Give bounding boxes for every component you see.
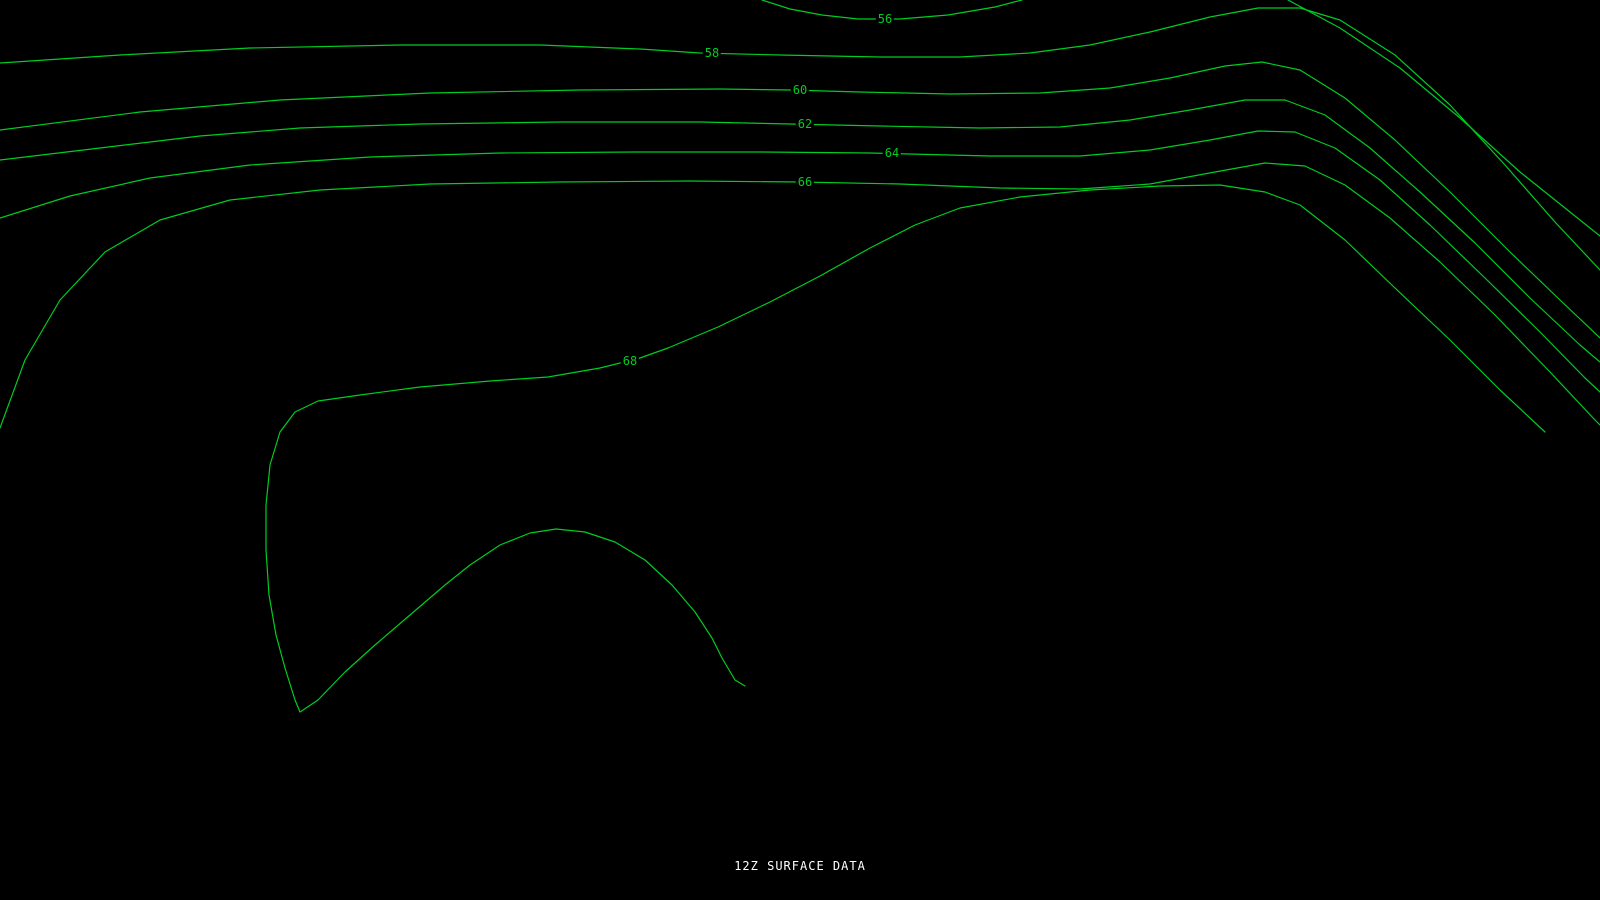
contour-label-58: 58 xyxy=(702,46,722,60)
contour-line-56-2 xyxy=(1287,0,1600,237)
contour-line-60 xyxy=(0,61,1600,339)
contour-line-58 xyxy=(0,7,1600,271)
contour-label-64: 64 xyxy=(882,146,902,160)
contour-label-60: 60 xyxy=(790,83,810,97)
contour-line-68 xyxy=(265,184,1546,713)
contour-label-62: 62 xyxy=(795,117,815,131)
contour-label-68: 68 xyxy=(620,354,640,368)
contour-line-62 xyxy=(0,99,1600,363)
contour-line-66 xyxy=(0,162,1600,429)
contour-label-66: 66 xyxy=(795,175,815,189)
contour-label-56: 56 xyxy=(875,12,895,26)
contour-line-64 xyxy=(0,130,1600,393)
map-title: 12Z SURFACE DATA xyxy=(734,859,866,873)
